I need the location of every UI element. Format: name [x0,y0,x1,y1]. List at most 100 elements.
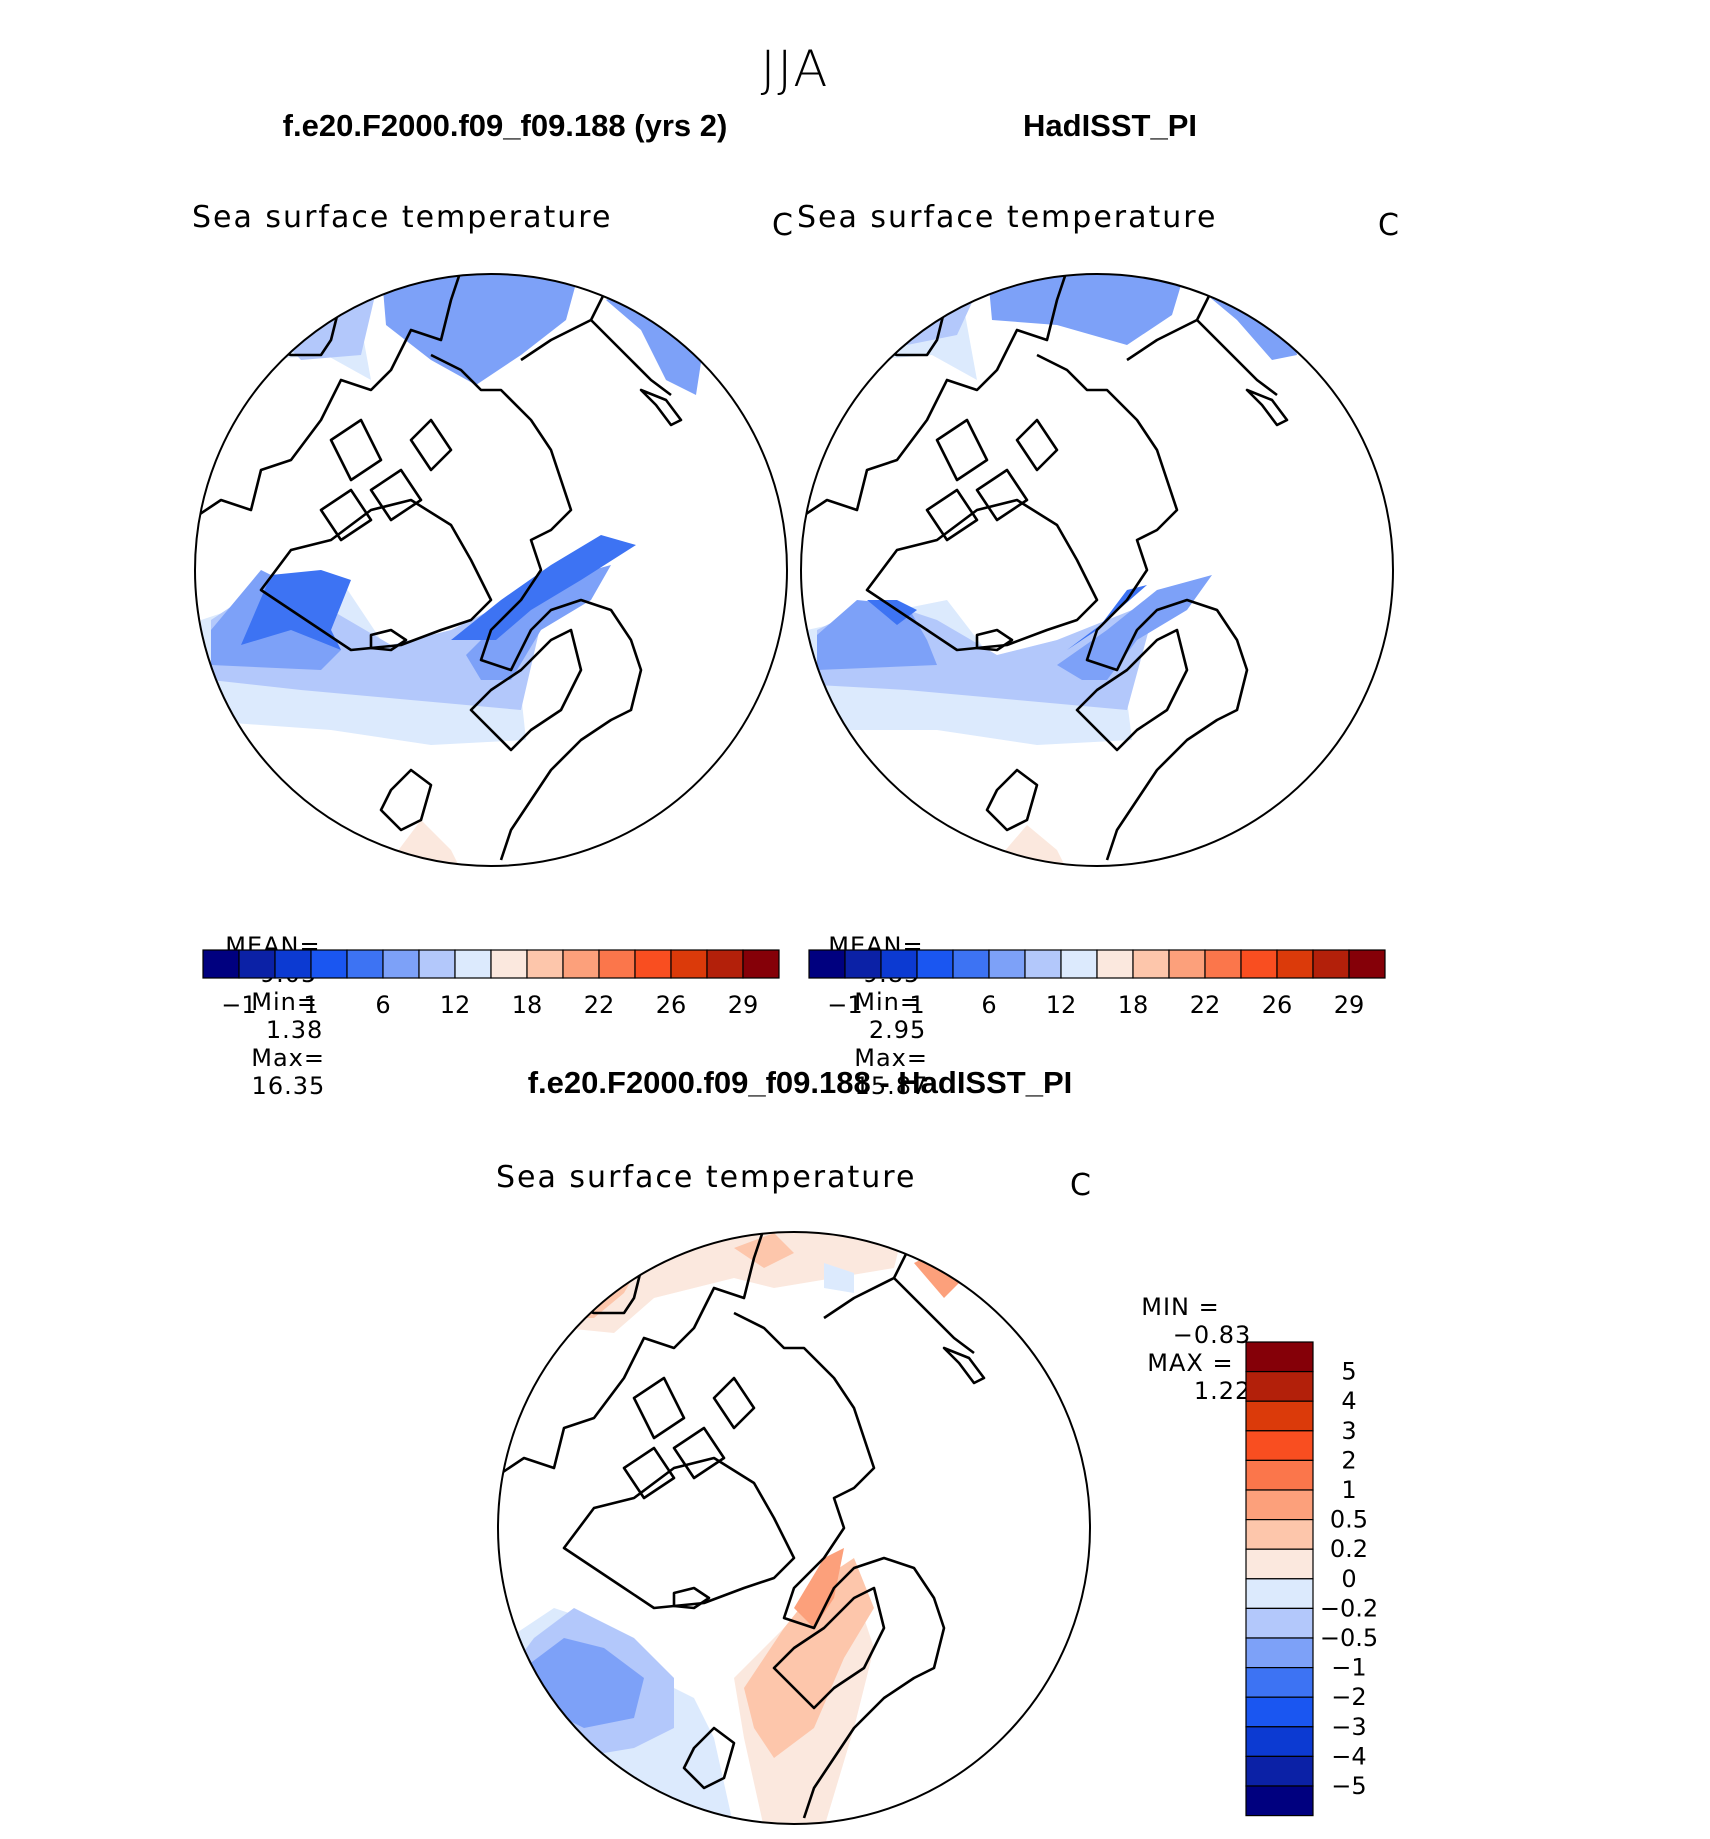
obs-panel-title: HadISST_PI [1023,108,1197,143]
diff-max-label: MAX = [1147,1349,1234,1377]
coast-greenland [562,1456,796,1610]
coast-canadian-archipelago [925,418,1059,542]
diff-min-label: MIN = [1141,1293,1220,1321]
colorbar-tick-label: 12 [440,991,471,1019]
colorbar-swatch [1240,949,1278,979]
model-colorbar: −1 1 6 12 18 22 26 29 [202,949,780,1019]
colorbar-swatch [706,949,744,979]
coast-greenland [259,498,493,652]
colorbar-swatch [310,949,348,979]
diff-units-label: C [1070,1168,1091,1203]
diff-coastlines [498,1232,986,1819]
colorbar-tick-label: −5 [1331,1772,1366,1800]
sst-okhotsk-blue [606,280,706,395]
colorbar-swatch [1132,949,1170,979]
colorbar-swatch [808,949,846,979]
coast-canadian-archipelago [319,418,453,542]
colorbar-swatch [454,949,492,979]
diff-map-border [497,1231,1091,1825]
colorbar-swatch [988,949,1026,979]
sst-pacific-mid [211,274,381,360]
colorbar-tick-label: −1 [221,991,256,1019]
colorbar-tick-label: 26 [1262,991,1293,1019]
colorbar-swatch [1245,1696,1314,1728]
coast-iceland [975,628,1014,652]
sst-bering-blue [381,274,581,385]
model-min-label: Min= [251,988,318,1016]
colorbar-swatch [1245,1400,1314,1432]
colorbar-swatch [346,949,384,979]
colorbar-tick-label: 1 [1341,1476,1356,1504]
diff-bering-cool [824,1263,854,1293]
coast-island-east [942,1346,986,1385]
colorbar-swatch [1060,949,1098,979]
obs-min-value: 2.95 [868,1016,927,1044]
diff-bering-warm [734,1233,794,1268]
coast-eurasia [733,1311,946,1819]
colorbar-swatch [1245,1607,1314,1639]
colorbar-swatch [1348,949,1386,979]
coast-eurasia [1036,353,1249,861]
colorbar-swatch [1168,949,1206,979]
colorbar-tick-label: −4 [1331,1742,1366,1770]
sst-labrador-deep [867,600,917,625]
diff-norwegian-mid [744,1558,874,1758]
model-max-value: 16.35 [251,1072,326,1100]
colorbar-swatch [418,949,456,979]
diff-sst-field [498,1232,964,1824]
sst-okhotsk-blue [1207,295,1297,360]
colorbar-swatch [1096,949,1134,979]
colorbar-tick-label: 18 [512,991,543,1019]
colorbar-swatch [1245,1666,1314,1698]
obs-colorbar: −1 1 6 12 18 22 26 29 [808,949,1386,1019]
diff-stats: MIN = −0.83 MAX = 1.22 [1124,1265,1251,1405]
colorbar-swatch [1245,1785,1314,1817]
colorbar-swatch [1245,1755,1314,1787]
coast-eurasia [430,353,643,861]
coast-british-isles [985,768,1039,832]
colorbar-swatch [844,949,882,979]
diff-norwegian-hot [794,1548,844,1628]
colorbar-tick-label: 22 [584,991,615,1019]
diff-panel-title: f.e20.F2000.f09_f09.188 - HadISST_PI [527,1065,1073,1100]
colorbar-swatch [1245,1489,1314,1521]
coast-iceland [672,1586,711,1610]
colorbar-swatch [238,949,276,979]
colorbar-swatch [1245,1341,1314,1373]
colorbar-swatch [1245,1578,1314,1610]
coast-iceland [369,628,408,652]
obs-max-label: Max= [854,1044,928,1072]
colorbar-swatch [1204,949,1242,979]
coast-greenland [865,498,1099,652]
colorbar-swatch [490,949,528,979]
colorbar-tick-label: 29 [1334,991,1365,1019]
sst-bering-blue [987,274,1187,345]
colorbar-tick-label: 1 [303,991,318,1019]
diff-min-value: −0.83 [1172,1321,1252,1349]
obs-variable-label: Sea surface temperature [797,200,1218,235]
model-min-value: 1.38 [265,1016,324,1044]
obs-sst-field [801,274,1297,866]
coast-british-isles [379,768,433,832]
colorbar-swatch [1245,1637,1314,1669]
colorbar-tick-label: 12 [1046,991,1077,1019]
colorbar-tick-label: 1 [909,991,924,1019]
coast-british-isles [682,1726,736,1790]
model-panel-title: f.e20.F2000.f09_f09.188 (yrs 2) [282,108,728,143]
coast-canadian-archipelago [622,1376,756,1500]
colorbar-swatch [634,949,672,979]
colorbar-tick-label: 6 [981,991,996,1019]
colorbar-swatch [598,949,636,979]
model-max-label: Max= [251,1044,325,1072]
colorbar-swatch [1245,1370,1314,1402]
model-sst-field [195,274,706,866]
colorbar-swatch [1024,949,1062,979]
coast-island-east [1245,388,1289,427]
obs-min-label: Min= [854,988,921,1016]
colorbar-swatch [742,949,780,979]
colorbar-tick-label: −0.2 [1320,1594,1378,1622]
colorbar-swatch [1245,1726,1314,1758]
colorbar-tick-label: −0.5 [1320,1624,1378,1652]
